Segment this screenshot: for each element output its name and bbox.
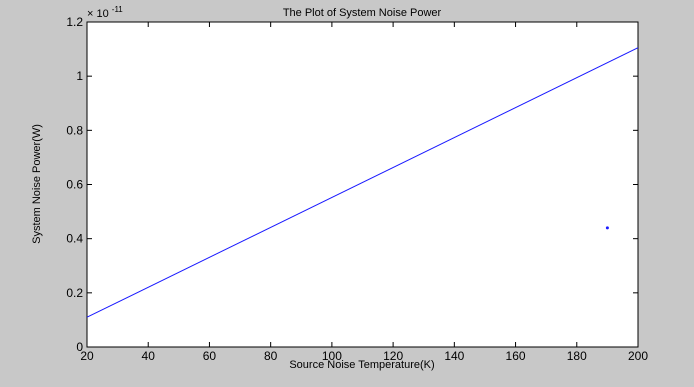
x-tick-label: 120 — [383, 349, 403, 363]
y-tick-label: 0.6 — [66, 178, 83, 192]
y-tick-label: 0.8 — [66, 123, 83, 137]
series-line — [86, 47, 639, 318]
y-axis-label: System Noise Power(W) — [31, 124, 43, 244]
y-tick-label: 1.2 — [66, 15, 83, 29]
y-exponent-base: × 10 — [87, 8, 109, 20]
x-tick-label: 40 — [142, 349, 156, 363]
ticks-layer — [86, 21, 639, 348]
plot-area — [86, 21, 639, 348]
x-tick-label: 20 — [80, 349, 94, 363]
x-tick-label: 200 — [628, 349, 648, 363]
y-tick-label: 0.4 — [66, 232, 83, 246]
y-tick-label: 1 — [76, 69, 83, 83]
y-tick-label: 0 — [76, 340, 83, 354]
chart-title: The Plot of System Noise Power — [283, 7, 442, 19]
x-tick-label: 140 — [444, 349, 464, 363]
y-tick-label: 0.2 — [66, 286, 83, 300]
y-exponent-label: × 10 -11 — [87, 5, 123, 20]
x-tick-label: 60 — [203, 349, 217, 363]
y-exponent-power: -11 — [112, 5, 124, 14]
x-tick-label: 160 — [506, 349, 526, 363]
x-tick-labels: 20 40 60 80 100 120 140 160 180 200 — [80, 349, 648, 363]
x-tick-label: 80 — [264, 349, 278, 363]
x-tick-label: 180 — [567, 349, 587, 363]
y-tick-labels: 0 0.2 0.4 0.6 0.8 1 1.2 — [66, 15, 83, 354]
series-layer — [86, 47, 639, 318]
data-point — [605, 226, 609, 230]
x-tick-label: 100 — [322, 349, 342, 363]
x-axis-label: Source Noise Temperature(K) — [289, 359, 434, 371]
